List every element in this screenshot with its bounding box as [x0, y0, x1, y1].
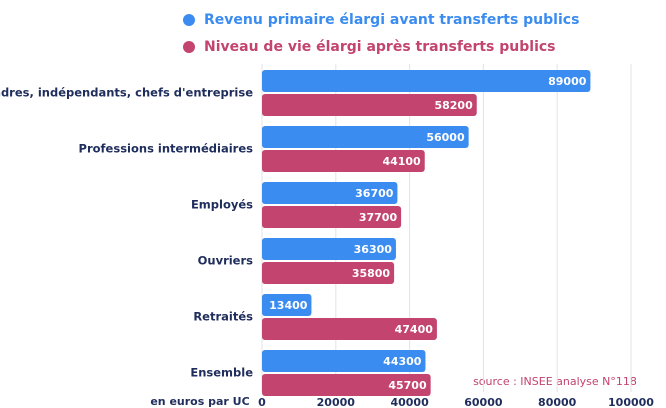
bar — [262, 94, 477, 116]
x-tick-label: 60000 — [464, 396, 503, 408]
value-label: 89000 — [548, 75, 587, 88]
annotation: source : INSEE analyse N°118 — [473, 375, 637, 388]
value-label: 36300 — [354, 243, 393, 256]
value-label: 37700 — [359, 211, 398, 224]
bar — [262, 126, 469, 148]
y-tick-label: Professions intermédiaires — [79, 142, 254, 156]
x-tick-label: 20000 — [317, 396, 356, 408]
y-tick-label: Ouvriers — [198, 254, 254, 268]
value-label: 45700 — [388, 379, 427, 392]
y-tick-label: Cadres, indépendants, chefs d'entreprise — [0, 86, 253, 100]
legend-marker — [183, 14, 195, 26]
bar — [262, 238, 396, 260]
bar — [262, 318, 437, 340]
y-tick-label: Retraités — [193, 310, 253, 324]
value-label: 36700 — [355, 187, 394, 200]
bar — [262, 182, 398, 204]
bar — [262, 294, 312, 316]
legend-label: Revenu primaire élargi avant transferts … — [204, 12, 579, 28]
value-label: 47400 — [395, 323, 434, 336]
x-tick-label: 40000 — [390, 396, 429, 408]
y-tick-label: Employés — [191, 198, 253, 212]
bar — [262, 150, 425, 172]
x-tick-label: 0 — [258, 396, 266, 408]
bar — [262, 262, 395, 284]
bar — [262, 206, 402, 228]
value-label: 56000 — [426, 131, 465, 144]
x-tick-label: 100000 — [608, 396, 654, 408]
legend-label: Niveau de vie élargi après transferts pu… — [204, 39, 556, 55]
x-tick-label: 80000 — [538, 396, 577, 408]
value-label: 35800 — [352, 267, 391, 280]
value-label: 44100 — [382, 155, 421, 168]
value-label: 44300 — [383, 355, 422, 368]
bar — [262, 374, 431, 396]
bar — [262, 350, 426, 372]
legend-marker — [183, 41, 195, 53]
bar — [262, 70, 591, 92]
value-label: 13400 — [269, 299, 308, 312]
y-tick-label: Ensemble — [190, 366, 253, 380]
x-axis-label: en euros par UC — [150, 395, 249, 408]
value-label: 58200 — [434, 99, 473, 112]
